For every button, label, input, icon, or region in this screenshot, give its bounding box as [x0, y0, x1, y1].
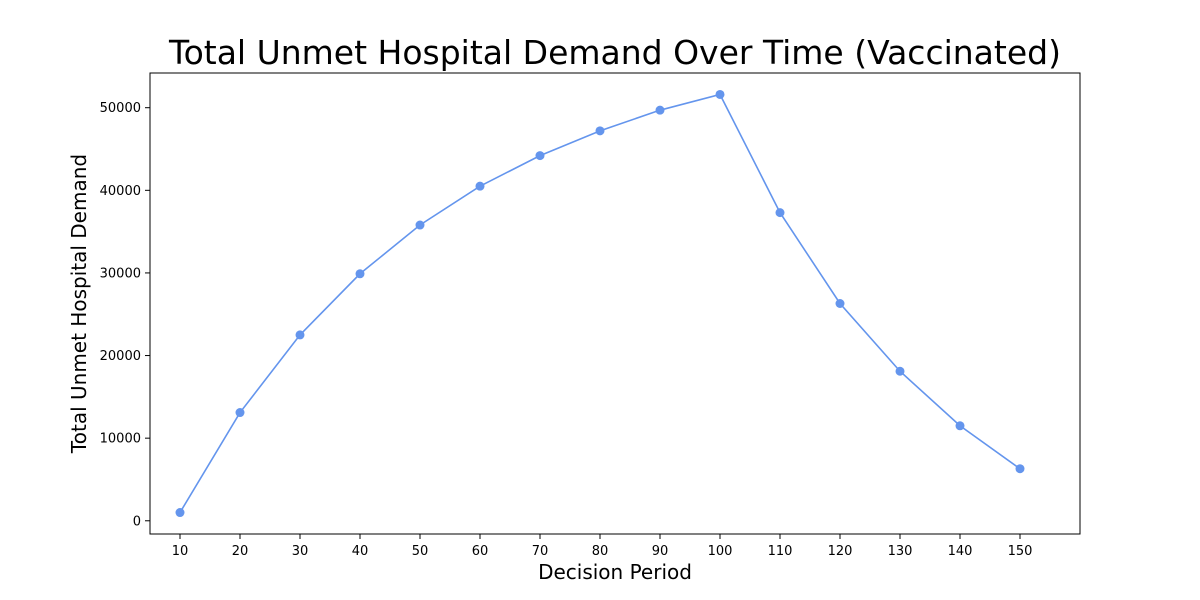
x-tick-label: 80 [592, 544, 609, 559]
data-point [355, 269, 365, 279]
x-axis-title: Decision Period [538, 560, 692, 584]
y-tick-label: 30000 [100, 266, 141, 281]
y-tick-label: 20000 [100, 349, 141, 364]
data-point [775, 208, 785, 218]
data-point [1015, 464, 1025, 474]
data-point [595, 126, 605, 136]
data-point [475, 181, 485, 191]
x-tick-label: 140 [948, 544, 973, 559]
y-tick-label: 40000 [100, 184, 141, 199]
x-tick-label: 130 [888, 544, 913, 559]
data-point [535, 151, 545, 161]
chart-title: Total Unmet Hospital Demand Over Time (V… [168, 33, 1061, 72]
x-tick-label: 30 [292, 544, 309, 559]
x-tick-label: 120 [828, 544, 853, 559]
x-tick-label: 20 [232, 544, 249, 559]
data-point [715, 89, 725, 99]
data-point [295, 330, 305, 340]
x-tick-label: 10 [172, 544, 189, 559]
data-point [175, 508, 185, 518]
y-axis: 0 10000 20000 30000 40000 50000 [100, 101, 150, 529]
y-tick-label: 50000 [100, 101, 141, 116]
x-tick-label: 60 [472, 544, 489, 559]
x-tick-label: 90 [652, 544, 669, 559]
y-tick-label: 0 [133, 514, 141, 529]
data-point [955, 421, 965, 431]
data-point [415, 220, 425, 230]
x-axis: 10 20 30 40 50 60 70 80 90 100 110 120 130 140 150 [172, 534, 1033, 559]
x-tick-label: 70 [532, 544, 549, 559]
series-line [179, 93, 1021, 513]
data-point [235, 408, 245, 418]
series-layer [175, 89, 1025, 518]
x-tick-label: 100 [708, 544, 733, 559]
x-tick-label: 40 [352, 544, 369, 559]
y-axis-title: Total Unmet Hospital Demand [67, 154, 91, 454]
data-point [895, 366, 905, 376]
x-tick-label: 110 [768, 544, 793, 559]
data-point [655, 105, 665, 115]
data-point [835, 299, 845, 308]
y-tick-label: 10000 [100, 432, 141, 447]
plot-area-frame [149, 72, 1081, 535]
x-tick-label: 50 [412, 544, 429, 559]
x-tick-label: 150 [1008, 544, 1033, 559]
